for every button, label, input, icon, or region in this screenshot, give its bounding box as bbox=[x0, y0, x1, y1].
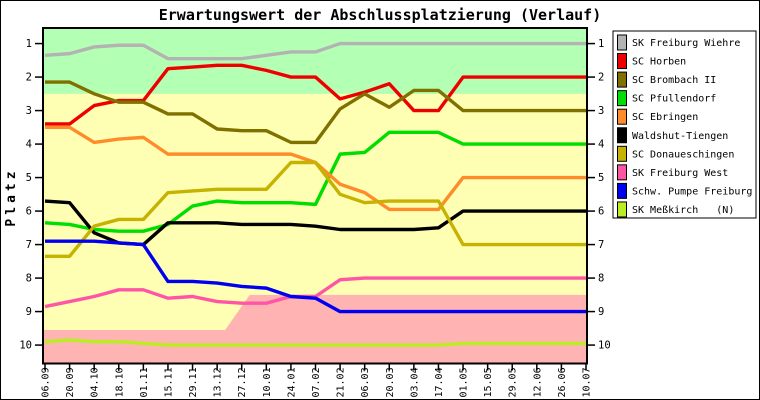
x-tick-label: 20.03 bbox=[385, 367, 396, 397]
y-tick-label-left: 8 bbox=[26, 273, 32, 285]
y-tick-label-left: 1 bbox=[26, 38, 32, 50]
legend-item-sk-me-kirch-n: SK Meßkirch (N) bbox=[617, 201, 734, 218]
series-line-sc-pfullendorf bbox=[44, 130, 586, 233]
legend-item-label: Schw. Pumpe Freiburg bbox=[632, 186, 752, 197]
x-tick-label: 01.11 bbox=[139, 367, 150, 397]
y-tick-label-left: 5 bbox=[26, 172, 32, 184]
legend-swatch-waldshut-tiengen bbox=[617, 127, 627, 144]
legend-swatch-sk-freiburg-wiehre bbox=[617, 34, 627, 51]
x-tick-label: 10.01 bbox=[262, 367, 273, 397]
legend-item-sc-donaueschingen: SC Donaueschingen bbox=[617, 145, 734, 162]
x-tick-label: 06.09 bbox=[41, 367, 52, 397]
x-tick-label: 04.10 bbox=[90, 367, 101, 397]
x-tick-label: 26.06 bbox=[557, 367, 568, 397]
y-axis-ticks: 1 1 2 2 3 3 4 4 5 5 6 6 7 7 8 8 9 9 10 10 bbox=[19, 38, 610, 352]
legend-item-label: SK Meßkirch (N) bbox=[632, 205, 734, 216]
y-tick-label-right: 4 bbox=[598, 139, 604, 151]
y-tick-label-right: 3 bbox=[598, 105, 604, 117]
y-tick-label-right: 10 bbox=[598, 340, 611, 352]
legend-item-sc-ebringen: SC Ebringen bbox=[617, 108, 698, 125]
x-tick-label: 15.05 bbox=[483, 367, 494, 397]
x-tick-label: 07.02 bbox=[311, 367, 322, 397]
y-tick-label-left: 10 bbox=[19, 340, 32, 352]
legend-swatch-sc-ebringen bbox=[617, 108, 627, 125]
y-tick-label-left: 4 bbox=[26, 139, 32, 151]
chart-title: Erwartungswert der Abschlussplatzierung … bbox=[158, 6, 602, 24]
x-tick-label: 06.03 bbox=[360, 367, 371, 397]
y-tick-label-right: 9 bbox=[598, 306, 604, 318]
legend-item-sc-horben: SC Horben bbox=[617, 53, 686, 70]
y-tick-label-right: 7 bbox=[598, 239, 604, 251]
x-tick-label: 01.05 bbox=[459, 367, 470, 397]
series-line-schw-pumpe-freiburg bbox=[45, 239, 586, 314]
legend-item-sk-freiburg-west: SK Freiburg West bbox=[617, 164, 728, 181]
legend-item-label: SK Freiburg Wiehre bbox=[632, 38, 740, 49]
legend: SK Freiburg Wiehre SC Horben SC Brombach I… bbox=[612, 30, 757, 219]
legend-item-label: SK Freiburg West bbox=[632, 168, 728, 179]
series-line-sc-donaueschingen bbox=[45, 160, 586, 259]
legend-item-schw-pumpe-freiburg: Schw. Pumpe Freiburg bbox=[617, 182, 752, 199]
x-axis-ticks: 06.09 20.09 04.10 18.10 01.11 15.11 29.11 13.12… bbox=[41, 363, 593, 398]
x-tick-label: 15.11 bbox=[163, 367, 174, 397]
y-tick-label-left: 7 bbox=[26, 239, 32, 251]
legend-swatch-sc-brombach-ii bbox=[617, 71, 627, 88]
x-tick-label: 29.11 bbox=[188, 367, 199, 397]
x-tick-label: 10.07 bbox=[582, 367, 593, 397]
legend-swatch-sc-donaueschingen bbox=[617, 145, 627, 162]
x-tick-label: 17.04 bbox=[434, 367, 445, 397]
x-tick-label: 20.09 bbox=[65, 367, 76, 397]
legend-swatch-schw-pumpe-freiburg bbox=[617, 182, 627, 199]
legend-swatch-sk-freiburg-west bbox=[617, 164, 627, 181]
x-tick-label: 18.10 bbox=[114, 367, 125, 397]
series-line-sc-brombach-ii bbox=[45, 80, 586, 145]
y-tick-label-right: 8 bbox=[598, 273, 604, 285]
legend-box bbox=[612, 30, 757, 219]
x-tick-label: 29.05 bbox=[508, 367, 519, 397]
band-promotion-zone bbox=[43, 28, 587, 94]
x-tick-label: 27.12 bbox=[237, 367, 248, 397]
x-tick-label: 24.01 bbox=[286, 367, 297, 397]
legend-item-label: SC Donaueschingen bbox=[632, 149, 734, 160]
y-tick-label-right: 6 bbox=[598, 206, 604, 218]
legend-swatch-sc-horben bbox=[617, 53, 627, 70]
x-tick-label: 03.04 bbox=[409, 367, 420, 397]
y-tick-label-left: 6 bbox=[26, 206, 32, 218]
legend-item-label: SC Ebringen bbox=[632, 112, 698, 123]
legend-swatch-sc-pfullendorf bbox=[617, 90, 627, 107]
x-tick-label: 12.06 bbox=[532, 367, 543, 397]
series-line-sk-me-kirch-n bbox=[44, 338, 586, 347]
legend-item-sk-freiburg-wiehre: SK Freiburg Wiehre bbox=[617, 34, 740, 51]
y-tick-label-left: 2 bbox=[26, 72, 32, 84]
y-tick-label-left: 3 bbox=[26, 105, 32, 117]
legend-item-waldshut-tiengen: Waldshut-Tiengen bbox=[617, 127, 728, 144]
legend-item-sc-pfullendorf: SC Pfullendorf bbox=[617, 90, 716, 107]
y-tick-label-left: 9 bbox=[26, 306, 32, 318]
legend-item-label: Waldshut-Tiengen bbox=[632, 131, 728, 142]
y-tick-label-right: 5 bbox=[598, 172, 604, 184]
legend-item-label: SC Horben bbox=[632, 57, 686, 68]
x-tick-label: 13.12 bbox=[213, 367, 224, 397]
legend-item-label: SC Brombach II bbox=[632, 75, 716, 86]
series-line-sk-freiburg-wiehre bbox=[44, 41, 586, 61]
legend-item-label: SC Pfullendorf bbox=[632, 94, 716, 105]
legend-item-sc-brombach-ii: SC Brombach II bbox=[617, 71, 716, 88]
x-tick-label: 21.02 bbox=[336, 367, 347, 397]
legend-swatch-sk-me-kirch-n bbox=[617, 201, 627, 218]
y-tick-label-right: 2 bbox=[598, 72, 604, 84]
y-tick-label-right: 1 bbox=[598, 38, 604, 50]
